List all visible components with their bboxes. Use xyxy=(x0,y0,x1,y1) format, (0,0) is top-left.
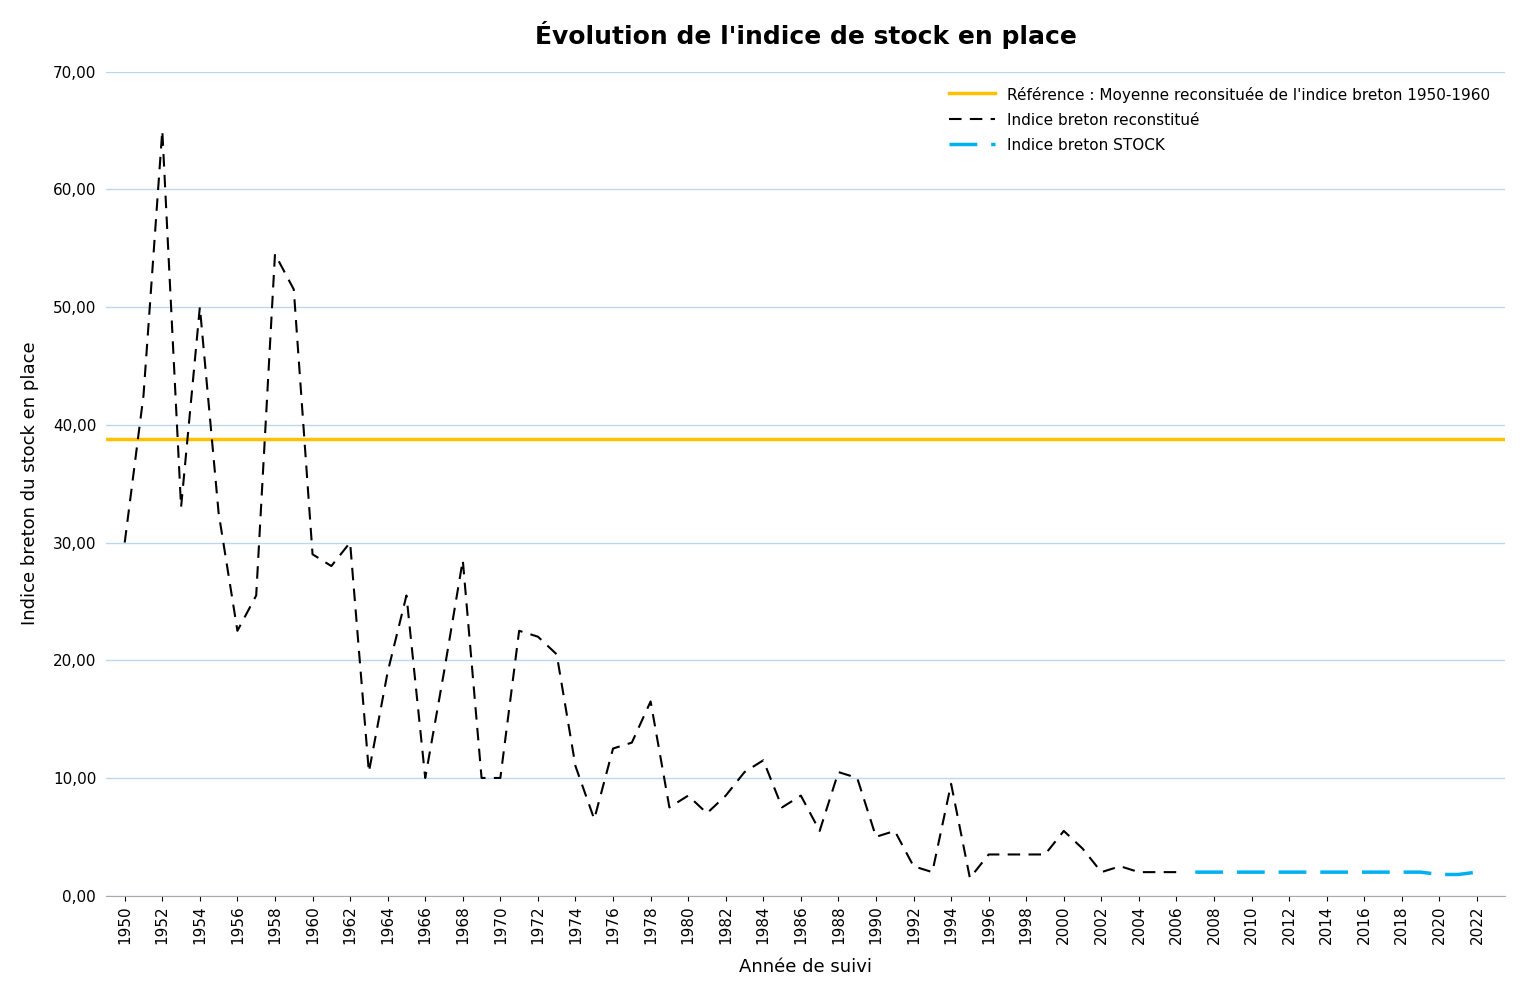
Y-axis label: Indice breton du stock en place: Indice breton du stock en place xyxy=(21,342,38,625)
Indice breton STOCK xyxy=(1355,866,1373,878)
Indice breton reconstitué xyxy=(584,814,603,826)
Indice breton STOCK xyxy=(1206,866,1224,878)
Indice breton reconstitué xyxy=(1167,866,1186,878)
Indice breton reconstitué xyxy=(867,831,885,842)
X-axis label: Année de suivi: Année de suivi xyxy=(739,958,871,976)
Indice breton STOCK xyxy=(1450,868,1468,880)
Indice breton STOCK xyxy=(1280,866,1299,878)
Indice breton STOCK xyxy=(1186,866,1204,878)
Line: Indice breton reconstitué: Indice breton reconstitué xyxy=(125,131,1177,878)
Indice breton STOCK xyxy=(1299,866,1317,878)
Line: Indice breton STOCK: Indice breton STOCK xyxy=(1195,872,1477,874)
Title: Évolution de l'indice de stock en place: Évolution de l'indice de stock en place xyxy=(534,21,1076,49)
Indice breton STOCK xyxy=(1242,866,1260,878)
Indice breton STOCK xyxy=(1412,866,1430,878)
Indice breton STOCK xyxy=(1262,866,1280,878)
Indice breton STOCK xyxy=(1373,866,1392,878)
Indice breton STOCK xyxy=(1430,868,1448,880)
Indice breton reconstitué xyxy=(848,772,867,784)
Legend: Référence : Moyenne reconsituée de l'indice breton 1950-1960, Indice breton reco: Référence : Moyenne reconsituée de l'ind… xyxy=(942,79,1497,161)
Indice breton reconstitué xyxy=(153,125,171,137)
Indice breton STOCK xyxy=(1317,866,1335,878)
Indice breton reconstitué xyxy=(961,872,980,884)
Indice breton STOCK xyxy=(1337,866,1355,878)
Indice breton reconstitué xyxy=(172,501,191,513)
Indice breton STOCK xyxy=(1468,866,1486,878)
Indice breton reconstitué xyxy=(417,772,435,784)
Indice breton reconstitué xyxy=(191,301,209,313)
Indice breton reconstitué xyxy=(116,536,134,548)
Indice breton STOCK xyxy=(1393,866,1412,878)
Indice breton STOCK xyxy=(1224,866,1242,878)
